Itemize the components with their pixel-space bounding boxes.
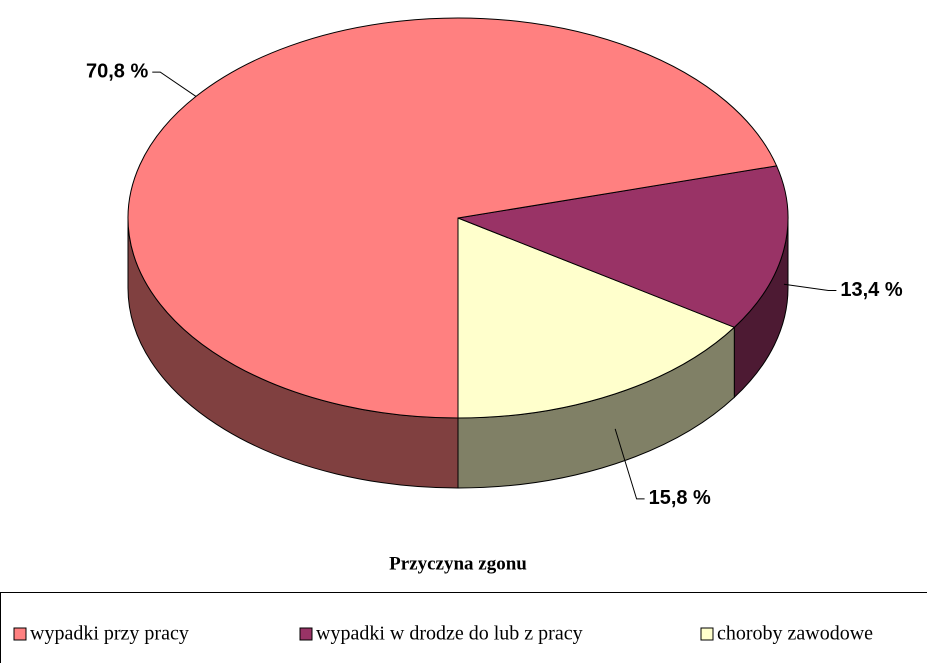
legend-swatch xyxy=(299,627,313,641)
data-label: 15,8 % xyxy=(649,487,711,509)
slice xyxy=(456,165,789,328)
leader-line xyxy=(152,71,197,97)
data-label: 13,4 % xyxy=(840,279,902,301)
chart-label: Przyczyna zgonu xyxy=(389,553,527,574)
legend-label: wypadki w drodze do lub z pracy xyxy=(316,623,583,645)
legend-swatch xyxy=(700,627,714,641)
slice xyxy=(127,17,778,419)
data-label: 70,8 % xyxy=(86,60,148,82)
slice xyxy=(457,217,736,419)
leader-line xyxy=(783,283,837,292)
leader-line xyxy=(614,428,645,500)
legend-swatch xyxy=(13,627,27,641)
legend-label: wypadki przy pracy xyxy=(30,623,189,645)
legend-box xyxy=(0,592,927,663)
legend-label: choroby zawodowe xyxy=(717,623,873,645)
